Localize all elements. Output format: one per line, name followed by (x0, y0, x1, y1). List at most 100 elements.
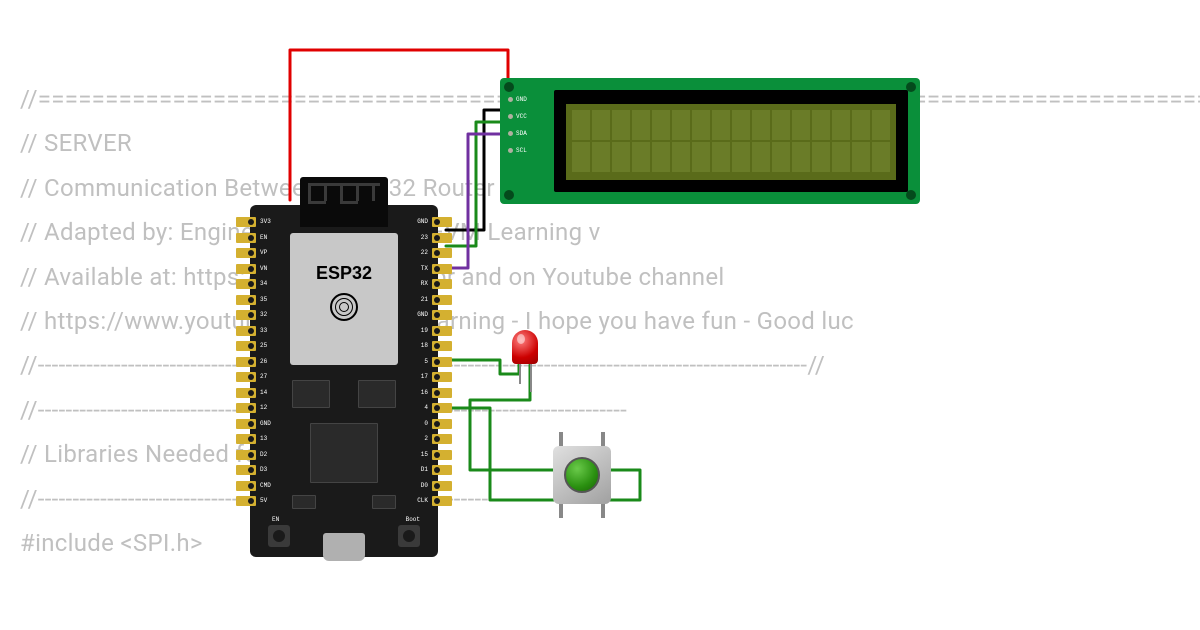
esp32-boot-button[interactable] (398, 525, 420, 547)
esp32-pin[interactable]: GND (432, 217, 452, 227)
lcd-char-cell (712, 110, 730, 140)
esp32-pin[interactable]: 32 (236, 310, 256, 320)
esp32-pin[interactable]: 12 (236, 403, 256, 413)
esp32-board[interactable]: ESP32 3V3ENVPVN343532332526271412GND13D2… (250, 205, 438, 557)
esp32-pin[interactable]: 19 (432, 326, 452, 336)
esp32-left-pins: 3V3 EN VP VN 34 35 32 33 25 26 27 14 12 GND 13 D2 D3 CMD 5… (236, 217, 256, 506)
lcd-char-cell (672, 110, 690, 140)
esp32-pin-label: 16 (421, 389, 428, 396)
lcd-pin-sda[interactable]: SDA (508, 130, 527, 137)
esp32-pin[interactable]: EN (236, 233, 256, 243)
esp32-pin[interactable]: 5 (432, 357, 452, 367)
lcd-char-cell (592, 110, 610, 140)
esp32-pin[interactable]: 27 (236, 372, 256, 382)
esp32-pin-label: D3 (260, 466, 267, 473)
lcd-pin-gnd[interactable]: GND (508, 96, 527, 103)
esp32-pin-label: 17 (421, 373, 428, 380)
esp32-pin-label: D1 (421, 466, 428, 473)
led-cathode-leg[interactable] (530, 364, 532, 392)
esp32-pin-label: CMD (260, 482, 271, 489)
push-button-pin[interactable] (559, 504, 563, 518)
esp32-pin[interactable]: CMD (236, 481, 256, 491)
esp32-ic (292, 380, 330, 408)
esp32-pin[interactable]: 15 (432, 450, 452, 460)
esp32-pin[interactable]: D1 (432, 465, 452, 475)
lcd-char-cell (852, 110, 870, 140)
esp32-pin-label: GND (260, 420, 271, 427)
esp32-pin[interactable]: 26 (236, 357, 256, 367)
esp32-pin[interactable]: 3V3 (236, 217, 256, 227)
esp32-pin-label: GND (417, 218, 428, 225)
esp32-pin-label: GND (417, 311, 428, 318)
esp32-pin[interactable]: 23 (432, 233, 452, 243)
esp32-pin[interactable]: D3 (236, 465, 256, 475)
push-button-pin[interactable] (601, 432, 605, 446)
esp32-pin[interactable]: RX (432, 279, 452, 289)
esp32-pin[interactable]: 21 (432, 295, 452, 305)
esp32-pin-label: 5 (424, 358, 428, 365)
push-button-pin[interactable] (559, 432, 563, 446)
esp32-pin[interactable]: VP (236, 248, 256, 258)
lcd-pin-scl[interactable]: SCL (508, 147, 527, 154)
esp32-ic (358, 380, 396, 408)
esp32-pin[interactable]: 34 (236, 279, 256, 289)
esp32-pin[interactable]: 2 (432, 434, 452, 444)
esp32-pin[interactable]: 16 (432, 388, 452, 398)
esp32-pin-label: 18 (421, 342, 428, 349)
lcd-mount-hole (504, 190, 514, 200)
lcd-char-cell (572, 110, 590, 140)
esp32-pin[interactable]: 22 (432, 248, 452, 258)
esp32-pin[interactable]: GND (432, 310, 452, 320)
lcd-char-cell (652, 142, 670, 172)
esp32-en-button[interactable] (268, 525, 290, 547)
esp32-pin-label: 3V3 (260, 218, 271, 225)
esp32-pin[interactable]: 0 (432, 419, 452, 429)
esp32-pin-label: 4 (424, 404, 428, 411)
push-button-pin[interactable] (601, 504, 605, 518)
esp32-pin[interactable]: 33 (236, 326, 256, 336)
esp32-pin[interactable]: 18 (432, 341, 452, 351)
esp32-usb-port[interactable] (323, 533, 365, 561)
esp32-pin-label: 26 (260, 358, 267, 365)
esp32-pin[interactable]: CLK (432, 496, 452, 506)
lcd-char-grid (572, 110, 890, 172)
esp32-pin-label: D2 (260, 451, 267, 458)
esp32-pin-label: 25 (260, 342, 267, 349)
esp32-pin[interactable]: 13 (236, 434, 256, 444)
esp32-pin[interactable]: VN (236, 264, 256, 274)
esp32-pin[interactable]: 35 (236, 295, 256, 305)
esp32-pin[interactable]: 25 (236, 341, 256, 351)
esp32-pin[interactable]: TX (432, 264, 452, 274)
esp32-pin[interactable]: D0 (432, 481, 452, 491)
esp32-pin-label: 33 (260, 327, 267, 334)
push-button-cap[interactable] (564, 457, 600, 493)
led-anode-leg[interactable] (519, 364, 521, 384)
esp32-pin[interactable]: 14 (236, 388, 256, 398)
lcd-char-cell (672, 142, 690, 172)
esp32-pin-label: CLK (417, 497, 428, 504)
esp32-pin-label: 34 (260, 280, 267, 287)
esp32-pin-label: 13 (260, 435, 267, 442)
esp32-pin-label: 0 (424, 420, 428, 427)
esp32-label: ESP32 (316, 263, 372, 284)
lcd-pin-header: GND VCC SDA SCL (508, 96, 527, 154)
esp32-pin-label: 15 (421, 451, 428, 458)
esp32-pin-label: 19 (421, 327, 428, 334)
esp32-pin-label: 12 (260, 404, 267, 411)
lcd-char-cell (612, 110, 630, 140)
esp32-pin[interactable]: D2 (236, 450, 256, 460)
lcd-char-cell (572, 142, 590, 172)
esp32-pin-label: 14 (260, 389, 267, 396)
led-red[interactable] (512, 330, 538, 364)
esp32-pin[interactable]: 17 (432, 372, 452, 382)
lcd-char-cell (852, 142, 870, 172)
esp32-pin[interactable]: 4 (432, 403, 452, 413)
esp32-pin-label: VP (260, 249, 267, 256)
lcd-char-cell (772, 110, 790, 140)
esp32-pin[interactable]: GND (236, 419, 256, 429)
push-button[interactable] (545, 438, 619, 512)
esp32-pin[interactable]: 5V (236, 496, 256, 506)
lcd-pin-vcc[interactable]: VCC (508, 113, 527, 120)
lcd-module[interactable]: GND VCC SDA SCL (500, 78, 920, 204)
lcd-char-cell (732, 110, 750, 140)
